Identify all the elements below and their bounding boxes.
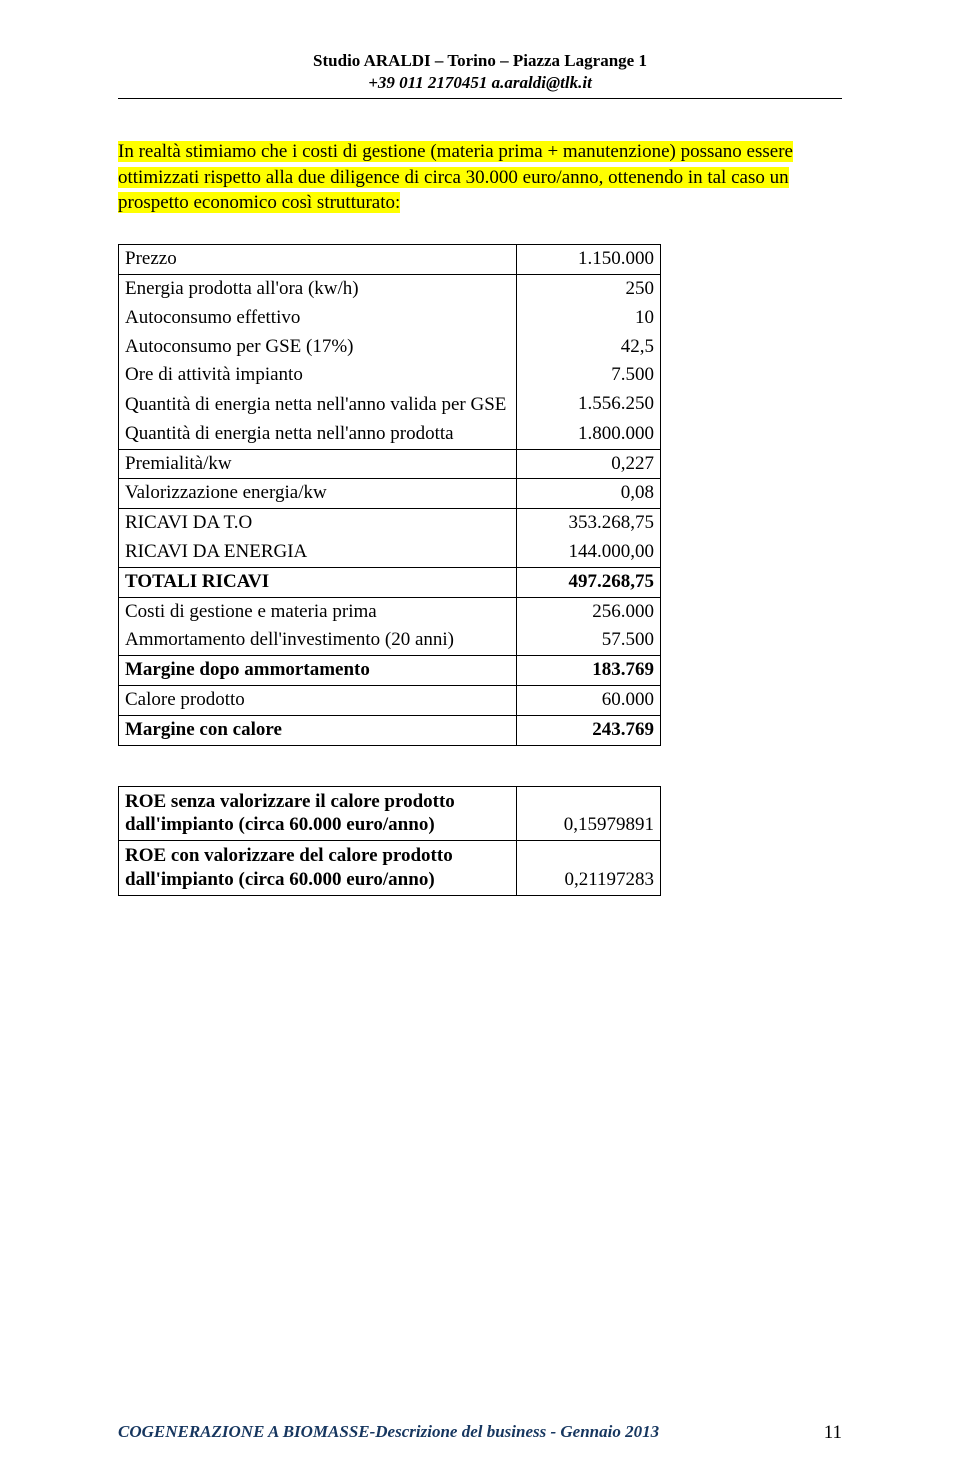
- table-row: Premialità/kw0,227: [119, 449, 661, 479]
- row-label: Autoconsumo effettivo: [119, 304, 517, 333]
- row-value: 0,21197283: [517, 841, 661, 896]
- table-row: Costi di gestione e materia prima256.000: [119, 597, 661, 626]
- row-label: RICAVI DA ENERGIA: [119, 538, 517, 567]
- row-value: 0,15979891: [517, 786, 661, 841]
- row-label: RICAVI DA T.O: [119, 509, 517, 538]
- row-label: Costi di gestione e materia prima: [119, 597, 517, 626]
- economic-table: Prezzo1.150.000Energia prodotta all'ora …: [118, 244, 661, 746]
- row-value: 243.769: [517, 715, 661, 745]
- row-value: 353.268,75: [517, 509, 661, 538]
- table-row: ROE senza valorizzare il calore prodotto…: [119, 786, 661, 841]
- economic-table-body: Prezzo1.150.000Energia prodotta all'ora …: [119, 245, 661, 746]
- row-label: Premialità/kw: [119, 449, 517, 479]
- table-row: TOTALI RICAVI497.268,75: [119, 567, 661, 597]
- row-label: ROE con valorizzare del calore prodotto …: [119, 841, 517, 896]
- row-label: Margine con calore: [119, 715, 517, 745]
- row-value: 250: [517, 274, 661, 303]
- table-row: Prezzo1.150.000: [119, 245, 661, 275]
- row-value: 1.150.000: [517, 245, 661, 275]
- row-label: Autoconsumo per GSE (17%): [119, 333, 517, 362]
- header-line1: Studio ARALDI – Torino – Piazza Lagrange…: [118, 50, 842, 72]
- table-row: Margine dopo ammortamento183.769: [119, 656, 661, 686]
- table-row: RICAVI DA T.O353.268,75: [119, 509, 661, 538]
- table-row: Quantità di energia netta nell'anno prod…: [119, 420, 661, 449]
- row-value: 42,5: [517, 333, 661, 362]
- row-label: Quantità di energia netta nell'anno vali…: [119, 390, 517, 420]
- row-value: 10: [517, 304, 661, 333]
- intro-highlight: In realtà stimiamo che i costi di gestio…: [118, 141, 793, 213]
- header-line2: +39 011 2170451 a.araldi@tlk.it: [118, 72, 842, 94]
- table-row: Valorizzazione energia/kw0,08: [119, 479, 661, 509]
- row-label: Ore di attività impianto: [119, 361, 517, 390]
- table-row: Energia prodotta all'ora (kw/h)250: [119, 274, 661, 303]
- row-label: Quantità di energia netta nell'anno prod…: [119, 420, 517, 449]
- row-value: 256.000: [517, 597, 661, 626]
- page-number: 11: [824, 1422, 842, 1444]
- table-row: Margine con calore243.769: [119, 715, 661, 745]
- row-value: 183.769: [517, 656, 661, 686]
- row-label: Margine dopo ammortamento: [119, 656, 517, 686]
- row-value: 60.000: [517, 686, 661, 716]
- row-label: Ammortamento dell'investimento (20 anni): [119, 626, 517, 655]
- roe-table-body: ROE senza valorizzare il calore prodotto…: [119, 786, 661, 895]
- row-value: 57.500: [517, 626, 661, 655]
- page-footer: COGENERAZIONE A BIOMASSE-Descrizione del…: [118, 1422, 842, 1444]
- table-row: ROE con valorizzare del calore prodotto …: [119, 841, 661, 896]
- table-row: Quantità di energia netta nell'anno vali…: [119, 390, 661, 420]
- table-row: Autoconsumo effettivo10: [119, 304, 661, 333]
- row-label: ROE senza valorizzare il calore prodotto…: [119, 786, 517, 841]
- row-label: TOTALI RICAVI: [119, 567, 517, 597]
- table-row: Ore di attività impianto7.500: [119, 361, 661, 390]
- roe-table: ROE senza valorizzare il calore prodotto…: [118, 786, 661, 896]
- row-value: 497.268,75: [517, 567, 661, 597]
- row-value: 0,08: [517, 479, 661, 509]
- row-value: 1.800.000: [517, 420, 661, 449]
- row-value: 7.500: [517, 361, 661, 390]
- row-label: Energia prodotta all'ora (kw/h): [119, 274, 517, 303]
- row-label: Calore prodotto: [119, 686, 517, 716]
- intro-paragraph: In realtà stimiamo che i costi di gestio…: [118, 139, 842, 216]
- row-label: Valorizzazione energia/kw: [119, 479, 517, 509]
- header-rule: [118, 98, 842, 99]
- table-row: Autoconsumo per GSE (17%)42,5: [119, 333, 661, 362]
- table-row: Calore prodotto60.000: [119, 686, 661, 716]
- row-label: Prezzo: [119, 245, 517, 275]
- row-value: 0,227: [517, 449, 661, 479]
- table-row: RICAVI DA ENERGIA144.000,00: [119, 538, 661, 567]
- row-value: 1.556.250: [517, 390, 661, 420]
- table-row: Ammortamento dell'investimento (20 anni)…: [119, 626, 661, 655]
- footer-text: COGENERAZIONE A BIOMASSE-Descrizione del…: [118, 1422, 659, 1441]
- page-header: Studio ARALDI – Torino – Piazza Lagrange…: [118, 50, 842, 94]
- row-value: 144.000,00: [517, 538, 661, 567]
